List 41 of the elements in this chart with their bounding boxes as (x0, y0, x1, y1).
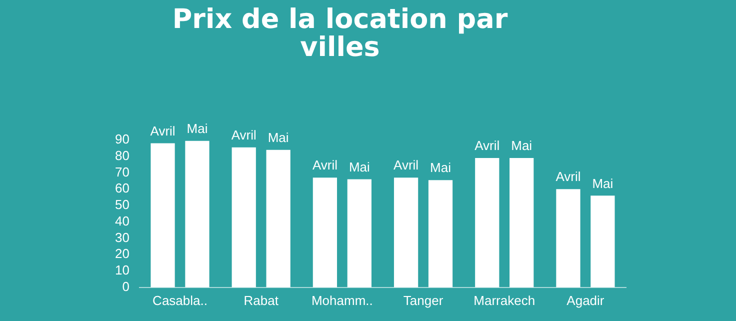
y-tick-label: 70 (114, 164, 130, 180)
y-tick-label: 50 (114, 197, 130, 212)
bar (590, 196, 615, 288)
text: Avril (150, 123, 176, 138)
bar (150, 143, 175, 288)
y-tick-label: 60 (114, 180, 130, 196)
bar (428, 180, 453, 288)
bar (266, 150, 290, 288)
y-tick-label: 40 (114, 213, 130, 228)
text: Avril (231, 127, 256, 142)
x-tick-label: Marrakech (474, 292, 536, 308)
x-tick-label: Mohamm.. (311, 292, 373, 308)
bar (312, 178, 338, 288)
y-tick-label: 10 (114, 262, 130, 278)
bar (232, 147, 256, 288)
bar (185, 140, 210, 288)
text: Avril (394, 158, 419, 173)
bar (510, 158, 534, 288)
y-tick-label: 20 (114, 246, 130, 262)
x-tick-label: Rabat (244, 292, 279, 308)
text: Mai (511, 138, 532, 154)
bar (475, 158, 500, 288)
x-tick-label: Tanger (403, 292, 444, 308)
text: Mai (186, 120, 208, 136)
bar (347, 179, 372, 288)
text: Avril (556, 169, 581, 184)
bar (556, 189, 580, 288)
chart-title: Prix de la location par villes (171, 4, 509, 63)
text: Mai (348, 159, 370, 174)
y-tick-label: 90 (114, 132, 130, 147)
y-tick-label: 80 (114, 148, 130, 163)
x-tick-label: Agadir (566, 292, 605, 308)
bar (394, 178, 418, 288)
series-label: Avril (474, 138, 500, 154)
series-label: Mai (268, 130, 289, 145)
text: Mai (592, 176, 614, 191)
y-tick-label: 30 (114, 230, 130, 245)
y-tick-label: 0 (122, 278, 130, 294)
text: Avril (312, 158, 338, 173)
x-tick-label: Casabla.. (152, 292, 208, 308)
text: Mai (430, 160, 451, 176)
